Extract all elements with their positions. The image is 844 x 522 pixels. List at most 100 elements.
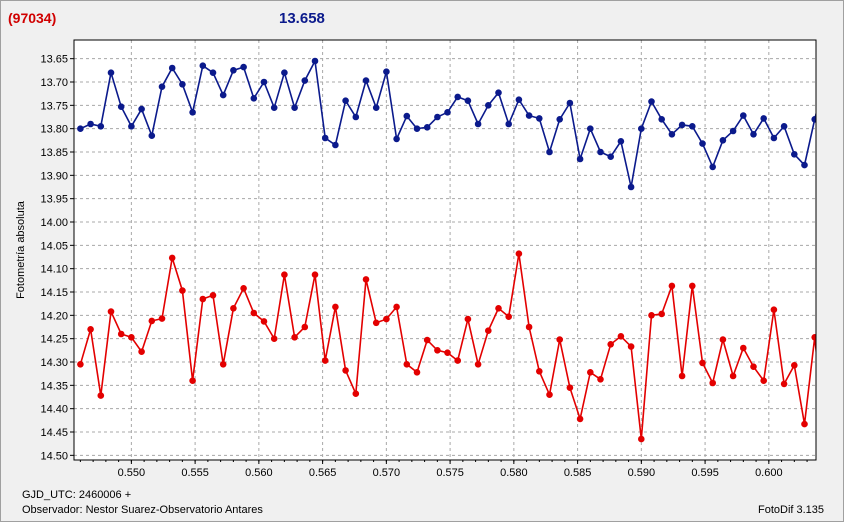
data-point — [689, 282, 696, 290]
data-point — [168, 254, 176, 262]
data-point — [536, 368, 543, 375]
observer-label: Observador: Nestor Suarez-Observatorio A… — [22, 504, 263, 516]
data-point — [770, 134, 778, 142]
y-tick-label: 14.45 — [40, 427, 68, 439]
data-point — [495, 305, 502, 312]
data-point — [454, 93, 462, 101]
y-tick-label: 14.25 — [40, 334, 68, 346]
data-point — [342, 367, 349, 374]
data-point — [403, 361, 411, 368]
data-point — [729, 127, 737, 135]
data-point — [617, 138, 625, 145]
data-point — [525, 112, 533, 119]
data-point — [505, 313, 512, 321]
x-tick-label: 0.590 — [628, 467, 656, 479]
data-point — [128, 123, 135, 130]
data-point — [801, 420, 808, 428]
data-point — [189, 109, 196, 116]
y-tick-label: 13.90 — [40, 170, 68, 182]
x-tick-label: 0.580 — [500, 467, 528, 479]
data-point — [148, 132, 156, 139]
data-point — [434, 113, 441, 121]
y-axis-label: Fotometría absoluta — [15, 200, 27, 299]
data-point — [770, 306, 778, 314]
data-point — [87, 120, 94, 128]
data-point — [128, 334, 135, 341]
data-point — [117, 330, 125, 338]
data-point — [281, 69, 288, 76]
data-point — [750, 131, 757, 138]
data-point — [740, 112, 747, 119]
data-point — [780, 380, 788, 388]
data-point — [383, 315, 390, 323]
data-point — [607, 341, 614, 348]
data-point — [87, 326, 94, 333]
x-tick-label: 0.570 — [373, 467, 401, 479]
data-point — [525, 323, 533, 331]
x-tick-label: 0.600 — [755, 467, 783, 479]
data-point — [719, 137, 727, 144]
data-point — [811, 334, 816, 341]
grid-lines — [74, 40, 816, 460]
data-point — [699, 140, 706, 147]
data-point — [546, 391, 553, 399]
data-point — [403, 112, 411, 120]
data-point — [668, 282, 676, 290]
data-point — [311, 271, 319, 279]
data-point — [158, 315, 166, 322]
data-point — [199, 295, 207, 303]
data-point — [138, 348, 145, 356]
data-point — [199, 62, 207, 69]
data-point — [362, 276, 370, 283]
data-series — [77, 57, 816, 443]
data-point — [372, 319, 380, 327]
data-point — [689, 123, 696, 130]
data-point — [801, 161, 808, 169]
x-tick-label: 0.555 — [181, 467, 209, 479]
data-point — [321, 357, 329, 364]
data-point — [107, 69, 115, 76]
data-point — [332, 303, 339, 311]
data-point — [740, 344, 747, 352]
data-point — [321, 134, 329, 142]
data-point — [230, 305, 237, 312]
data-point — [250, 309, 258, 317]
data-point — [281, 271, 288, 279]
data-point — [678, 372, 686, 380]
data-point — [77, 125, 84, 132]
data-point — [352, 390, 360, 398]
data-point — [638, 435, 645, 443]
y-tick-label: 13.70 — [40, 77, 68, 89]
x-tick-label: 0.575 — [436, 467, 464, 479]
data-point — [566, 99, 574, 107]
data-point — [179, 81, 186, 88]
data-point — [209, 292, 217, 299]
data-point — [780, 123, 788, 130]
data-point — [495, 89, 502, 96]
y-tick-label: 14.15 — [40, 287, 68, 299]
y-tick-label: 13.65 — [40, 54, 68, 66]
data-point — [342, 97, 349, 104]
data-point — [107, 308, 115, 315]
data-point — [413, 369, 421, 376]
y-tick-label: 14.40 — [40, 404, 68, 416]
plot-area — [74, 40, 816, 460]
gjd-label: GJD_UTC: 2460006 + — [22, 489, 132, 501]
y-tick-label: 14.50 — [40, 450, 68, 462]
data-point — [444, 349, 451, 357]
data-point — [383, 68, 390, 75]
data-point — [332, 141, 339, 149]
data-point — [485, 102, 492, 109]
data-point — [148, 317, 156, 325]
data-point — [311, 57, 319, 65]
y-tick-label: 14.05 — [40, 240, 68, 252]
data-point — [648, 312, 655, 319]
data-point — [464, 315, 472, 323]
y-tick-label: 13.85 — [40, 147, 68, 159]
data-point — [219, 361, 227, 368]
y-tick-label: 14.35 — [40, 380, 68, 392]
data-point — [678, 121, 686, 129]
data-point — [423, 124, 431, 131]
data-point — [699, 359, 706, 367]
